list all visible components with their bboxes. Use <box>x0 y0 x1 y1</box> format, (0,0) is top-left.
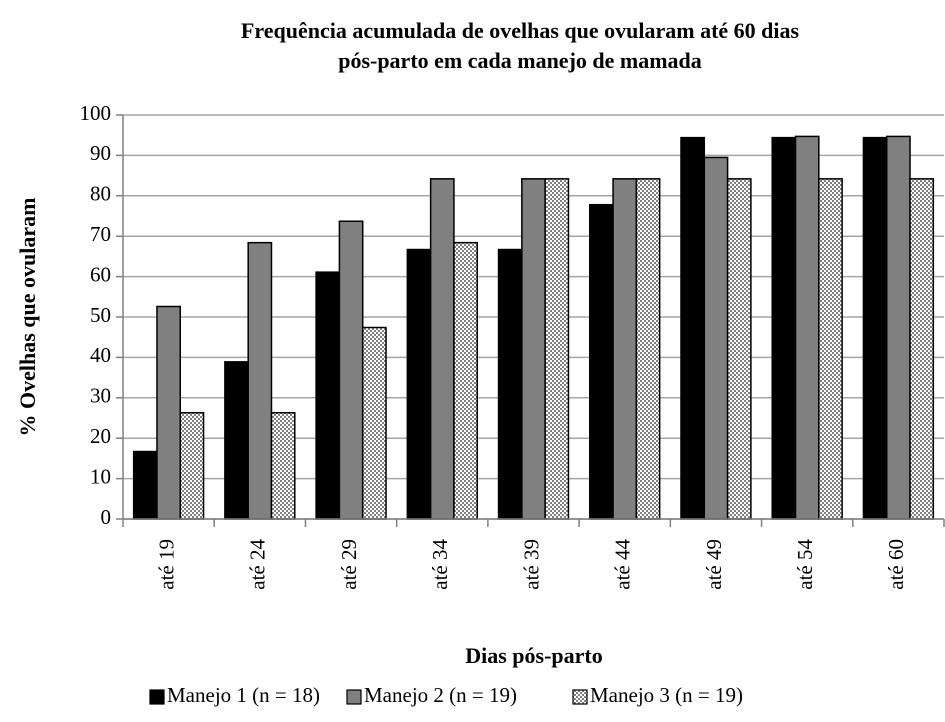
bar <box>544 178 570 520</box>
x-tick-label: até 34 <box>428 539 452 590</box>
legend-swatch <box>572 689 588 705</box>
bar <box>361 326 387 520</box>
legend-label: Manejo 2 (n = 19) <box>364 683 517 707</box>
bar <box>315 271 341 520</box>
x-tick-label: até 19 <box>154 539 178 590</box>
x-tick-label: até 24 <box>246 539 270 590</box>
y-tick-label: 10 <box>90 464 111 488</box>
bar <box>429 178 455 520</box>
bar <box>270 411 296 520</box>
y-tick-label: 50 <box>90 303 111 327</box>
bar <box>680 136 706 520</box>
bar <box>862 136 888 520</box>
y-tick-label: 30 <box>90 384 111 408</box>
y-tick-label: 100 <box>80 101 112 125</box>
bar <box>612 178 638 520</box>
bar <box>818 178 843 520</box>
bar <box>771 136 797 520</box>
y-tick-label: 70 <box>90 222 111 246</box>
bar <box>338 220 364 520</box>
bar <box>794 135 820 520</box>
bar <box>497 248 523 520</box>
x-tick-label: até 44 <box>611 539 635 590</box>
bar <box>406 248 432 520</box>
bar <box>132 450 158 520</box>
x-tick-label: até 60 <box>884 539 908 590</box>
legend-swatch <box>149 689 165 705</box>
x-tick-label: até 54 <box>793 539 817 590</box>
y-tick-label: 20 <box>90 424 111 448</box>
y-tick-label: 0 <box>101 505 112 529</box>
chart-title: Frequência acumulada de ovelhas que ovul… <box>241 18 800 43</box>
bar <box>909 178 935 520</box>
bar <box>726 178 752 520</box>
bar <box>453 241 478 520</box>
bar <box>635 178 661 520</box>
y-tick-label: 90 <box>90 141 111 165</box>
bar <box>521 178 546 520</box>
bar <box>589 203 614 520</box>
bar <box>156 305 182 520</box>
y-axis-label: % Ovelhas que ovularam <box>15 198 40 437</box>
x-tick-label: até 49 <box>702 539 726 590</box>
legend-label: Manejo 3 (n = 19) <box>590 683 743 707</box>
x-axis-label: Dias pós-parto <box>465 643 603 668</box>
bar <box>224 361 249 520</box>
y-tick-label: 60 <box>90 262 111 286</box>
bar <box>703 156 729 520</box>
bar <box>247 241 273 520</box>
y-tick-label: 40 <box>90 343 111 367</box>
legend-swatch <box>346 689 362 705</box>
bar <box>885 135 911 520</box>
y-tick-label: 80 <box>90 182 111 206</box>
x-tick-label: até 39 <box>519 539 543 590</box>
legend-label: Manejo 1 (n = 18) <box>167 683 320 707</box>
bar <box>179 411 205 520</box>
x-tick-label: até 29 <box>337 539 361 590</box>
chart-title: pós-parto em cada manejo de mamada <box>338 48 702 73</box>
